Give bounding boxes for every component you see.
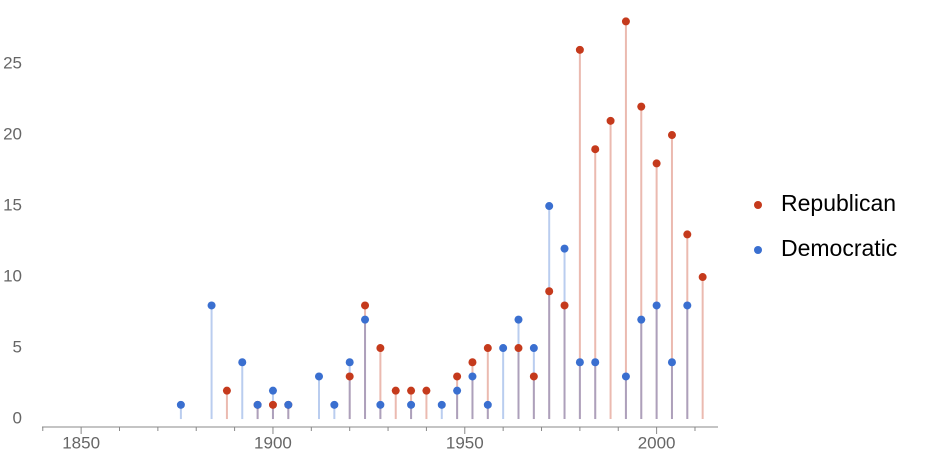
x-tick-label: 1850 bbox=[62, 433, 100, 452]
point bbox=[575, 358, 584, 367]
point bbox=[514, 344, 523, 353]
legend-label: Republican bbox=[781, 190, 896, 216]
point bbox=[560, 301, 569, 310]
point bbox=[453, 386, 462, 395]
x-tick-label: 1900 bbox=[254, 433, 292, 452]
point bbox=[407, 400, 416, 409]
point bbox=[667, 131, 676, 140]
legend-label: Democratic bbox=[781, 235, 897, 261]
y-tick-label: 10 bbox=[3, 267, 22, 286]
legend-marker bbox=[754, 201, 762, 209]
y-tick-label: 15 bbox=[3, 196, 22, 215]
y-tick-label: 0 bbox=[13, 409, 22, 428]
point bbox=[652, 301, 661, 310]
point bbox=[529, 372, 538, 381]
point bbox=[499, 344, 508, 353]
legend-marker bbox=[754, 246, 762, 254]
point bbox=[621, 372, 630, 381]
point bbox=[268, 400, 277, 409]
point bbox=[606, 116, 615, 125]
point bbox=[176, 400, 185, 409]
point bbox=[637, 315, 646, 324]
point bbox=[637, 102, 646, 111]
point bbox=[560, 244, 569, 253]
point bbox=[391, 386, 400, 395]
point bbox=[268, 386, 277, 395]
point bbox=[376, 344, 385, 353]
point bbox=[330, 400, 339, 409]
point bbox=[376, 400, 385, 409]
point bbox=[621, 17, 630, 26]
point bbox=[698, 273, 707, 282]
point bbox=[437, 400, 446, 409]
point bbox=[207, 301, 216, 310]
point bbox=[314, 372, 323, 381]
point bbox=[529, 344, 538, 353]
point bbox=[361, 301, 370, 310]
x-tick-label: 1950 bbox=[446, 433, 484, 452]
point bbox=[591, 358, 600, 367]
point bbox=[591, 145, 600, 154]
point bbox=[483, 400, 492, 409]
y-tick-label: 5 bbox=[13, 338, 22, 357]
x-tick-label: 2000 bbox=[638, 433, 676, 452]
point bbox=[483, 344, 492, 353]
y-tick-label: 25 bbox=[3, 54, 22, 73]
point bbox=[652, 159, 661, 168]
point bbox=[422, 386, 431, 395]
point bbox=[253, 400, 262, 409]
point bbox=[545, 202, 554, 211]
point bbox=[345, 372, 354, 381]
point bbox=[545, 287, 554, 296]
point bbox=[407, 386, 416, 395]
point bbox=[683, 301, 692, 310]
point bbox=[575, 45, 584, 54]
point bbox=[345, 358, 354, 367]
point bbox=[683, 230, 692, 239]
point bbox=[361, 315, 370, 324]
point bbox=[238, 358, 247, 367]
point bbox=[222, 386, 231, 395]
point bbox=[514, 315, 523, 324]
point bbox=[468, 358, 477, 367]
point bbox=[453, 372, 462, 381]
y-tick-label: 20 bbox=[3, 125, 22, 144]
point bbox=[284, 400, 293, 409]
point bbox=[667, 358, 676, 367]
point bbox=[468, 372, 477, 381]
